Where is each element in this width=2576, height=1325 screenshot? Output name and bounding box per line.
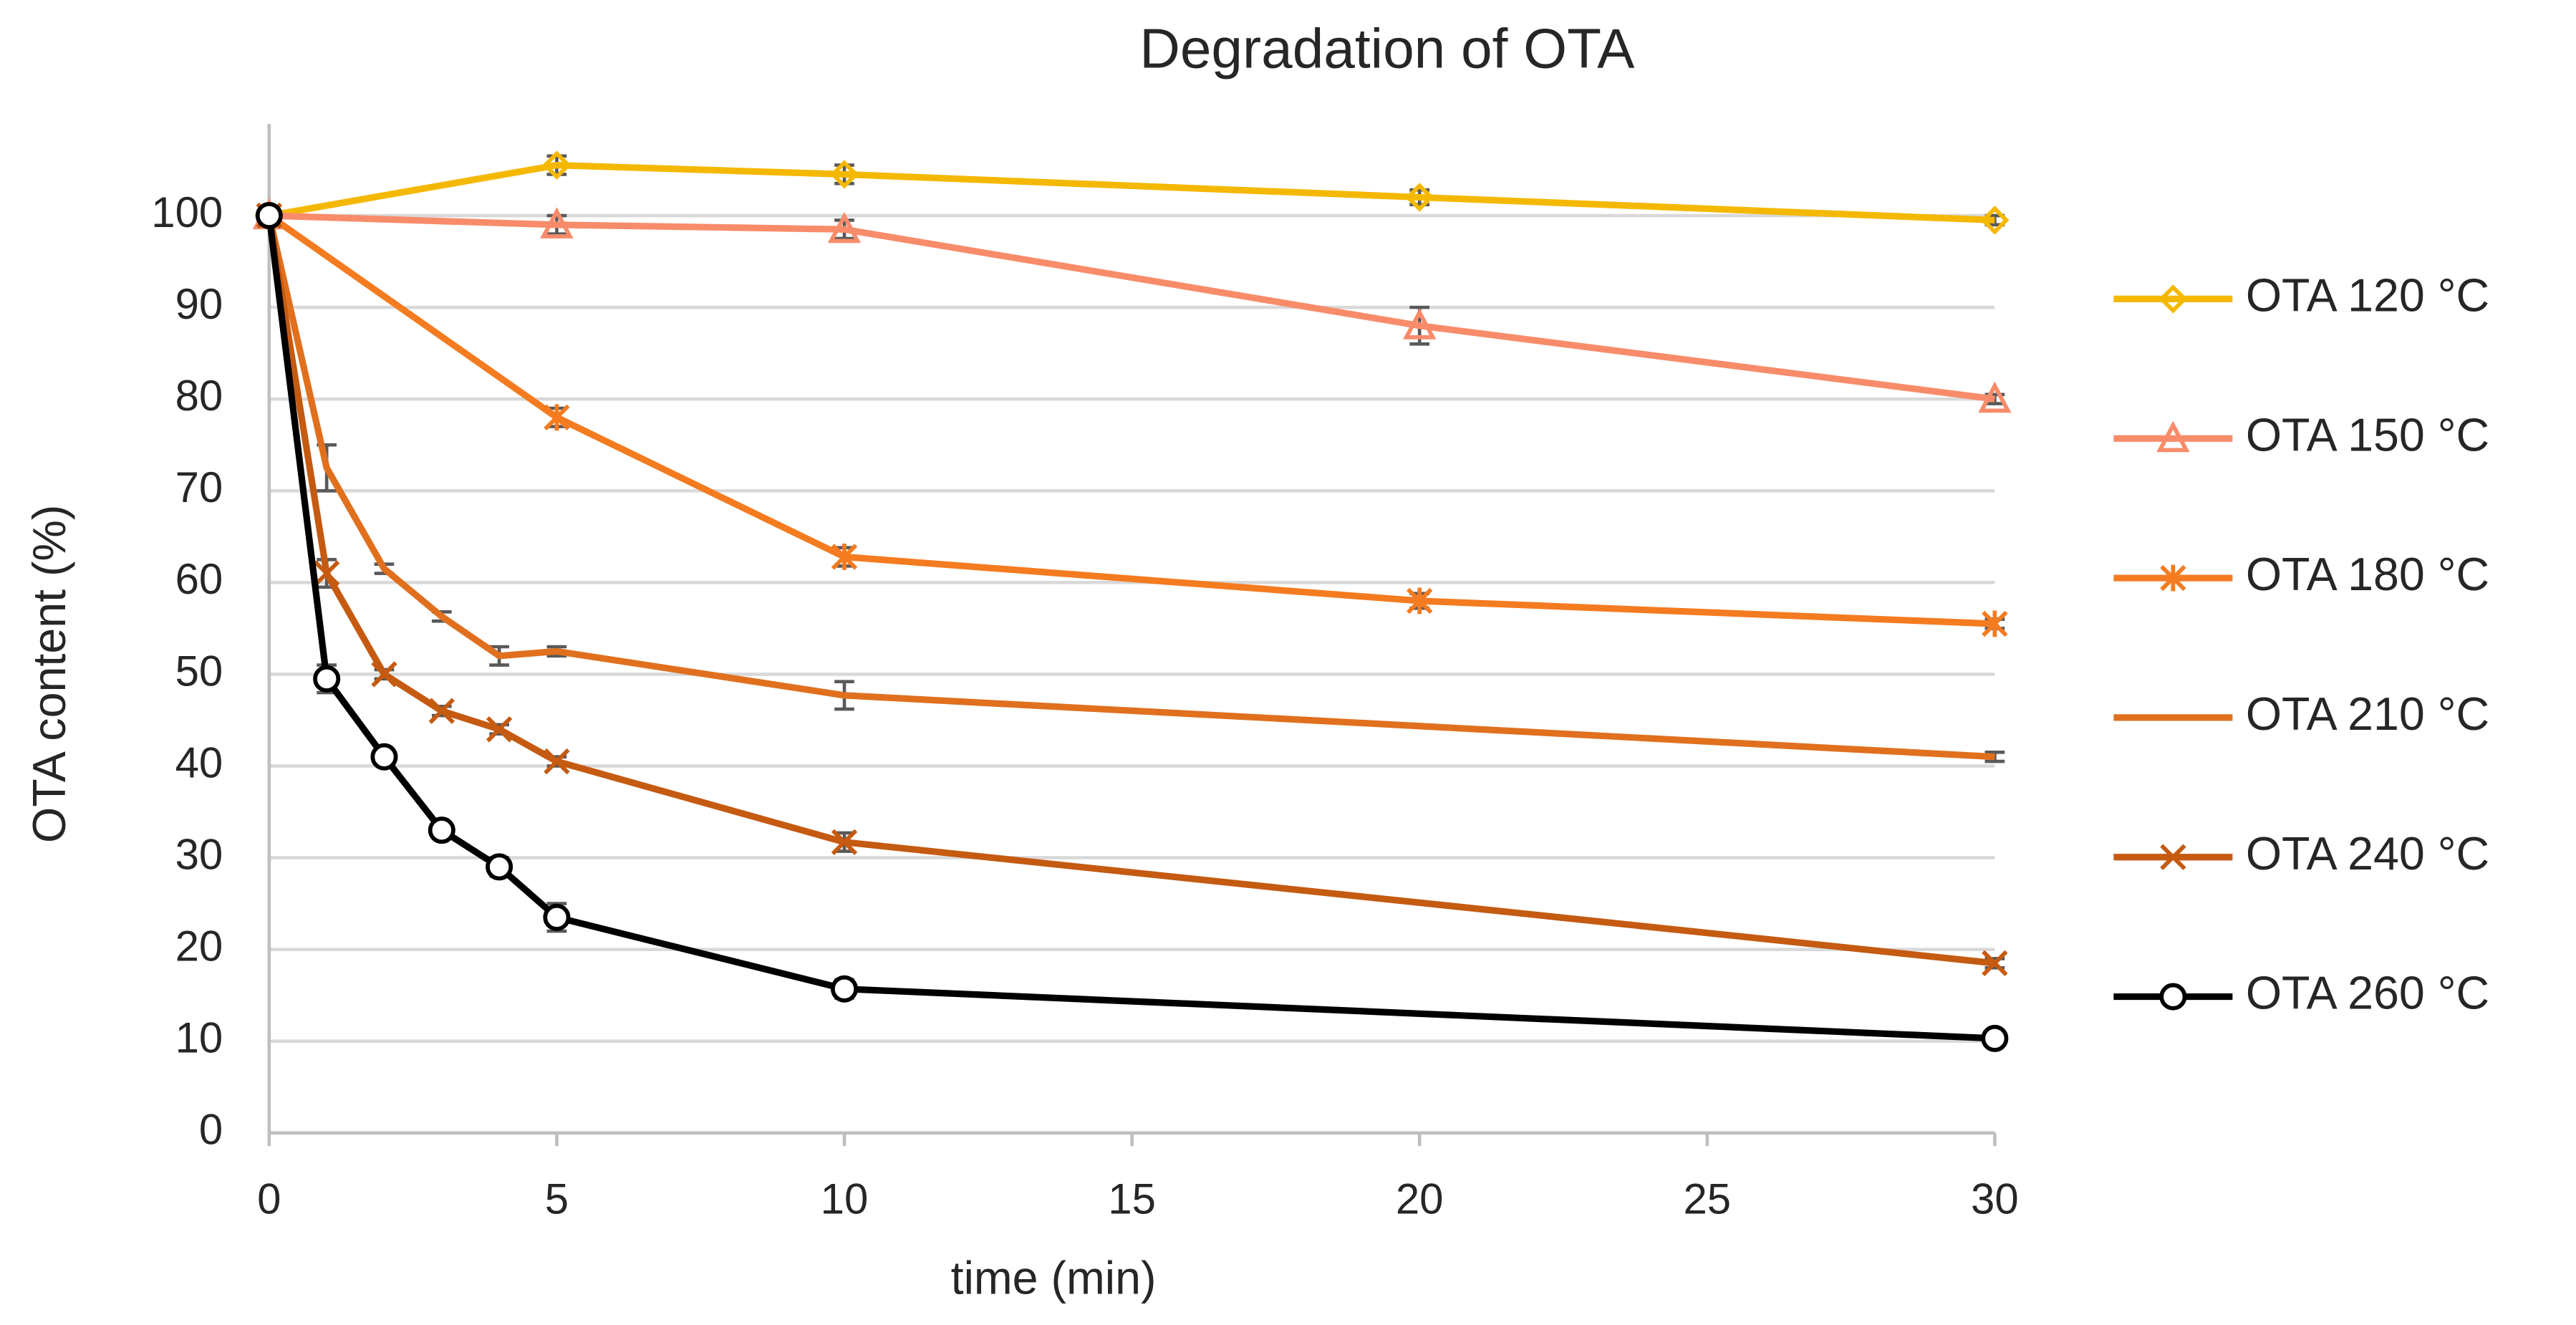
marker xyxy=(1404,183,1434,212)
x-tick-label: 0 xyxy=(257,1175,281,1223)
y-tick-label: 70 xyxy=(175,463,223,511)
marker xyxy=(540,207,574,238)
y-axis-label: OTA content (%) xyxy=(24,505,75,843)
marker xyxy=(2156,420,2190,453)
marker xyxy=(543,903,571,931)
marker xyxy=(831,829,858,855)
x-tick-label: 20 xyxy=(1396,1175,1444,1223)
marker xyxy=(2160,564,2186,592)
legend-label: OTA 210 °C xyxy=(2246,688,2489,740)
series xyxy=(256,202,2008,637)
y-tick-label: 50 xyxy=(175,647,223,695)
y-tick-label: 80 xyxy=(175,372,223,420)
marker xyxy=(542,150,571,180)
x-tick-label: 10 xyxy=(821,1175,869,1223)
marker xyxy=(2160,844,2186,870)
series-line xyxy=(269,161,1995,224)
marker xyxy=(313,560,340,587)
marker xyxy=(831,544,858,570)
marker xyxy=(544,748,570,775)
marker xyxy=(1981,1024,2009,1052)
series xyxy=(259,209,2005,763)
marker xyxy=(829,160,859,189)
y-tick-label: 0 xyxy=(199,1106,223,1154)
marker xyxy=(830,975,859,1003)
marker xyxy=(827,211,862,244)
series-line xyxy=(266,215,1995,967)
marker xyxy=(2159,983,2187,1011)
series xyxy=(252,198,2012,413)
marker xyxy=(1982,610,2008,637)
marker xyxy=(1402,308,1437,339)
y-tick-label: 60 xyxy=(175,555,223,603)
y-tick-label: 100 xyxy=(151,188,223,236)
marker xyxy=(486,853,513,881)
marker xyxy=(1978,381,2012,413)
x-axis-label: time (min) xyxy=(951,1252,1157,1304)
series-line xyxy=(269,212,1995,403)
series-line xyxy=(266,215,1995,761)
marker xyxy=(313,665,341,693)
chart-title: Degradation of OTA xyxy=(1139,17,1635,80)
marker xyxy=(1980,206,2010,235)
series-line xyxy=(266,215,1995,1042)
marker xyxy=(544,404,570,431)
y-tick-label: 20 xyxy=(175,922,223,970)
y-tick-label: 30 xyxy=(175,830,223,878)
marker xyxy=(486,716,513,743)
marker xyxy=(428,698,455,724)
marker xyxy=(370,743,398,771)
marker xyxy=(1982,950,2008,977)
marker xyxy=(2158,284,2188,314)
y-tick-label: 10 xyxy=(175,1014,223,1062)
legend-label: OTA 120 °C xyxy=(2246,269,2489,321)
marker xyxy=(371,661,397,688)
marker xyxy=(255,202,283,230)
marker xyxy=(428,816,455,844)
x-tick-label: 15 xyxy=(1108,1175,1156,1223)
series xyxy=(254,150,2010,235)
y-tick-label: 40 xyxy=(175,738,223,786)
x-tick-label: 25 xyxy=(1683,1175,1731,1223)
legend-label: OTA 260 °C xyxy=(2246,968,2489,1019)
x-tick-label: 30 xyxy=(1971,1175,2019,1223)
legend-label: OTA 180 °C xyxy=(2246,549,2489,600)
y-tick-label: 90 xyxy=(175,280,223,328)
marker xyxy=(1407,587,1433,615)
legend-label: OTA 240 °C xyxy=(2246,828,2489,880)
x-tick-label: 5 xyxy=(545,1175,569,1223)
series xyxy=(255,202,2009,1052)
legend-label: OTA 150 °C xyxy=(2246,409,2489,461)
